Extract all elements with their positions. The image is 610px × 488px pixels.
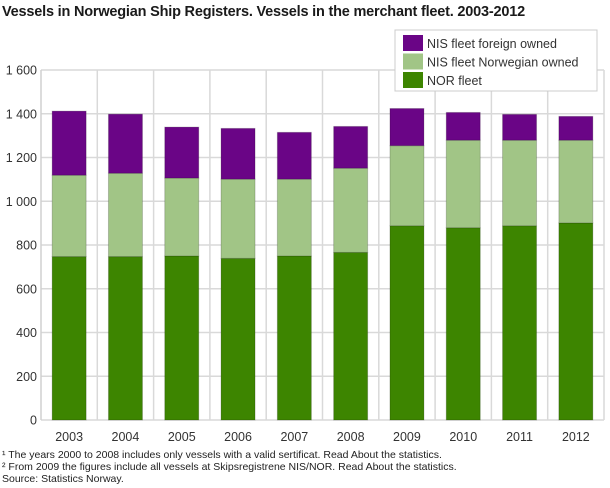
bar-segment (502, 113, 538, 141)
bar-segment (333, 125, 369, 169)
bar-segment (502, 139, 538, 227)
x-tick-label: 2011 (506, 430, 533, 444)
footnote-1: ¹ The years 2000 to 2008 includes only v… (2, 449, 442, 461)
bar-segment (107, 256, 143, 421)
y-tick-label: 800 (16, 239, 37, 253)
legend-label: NIS fleet Norwegian owned (427, 56, 579, 70)
x-tick-label: 2004 (112, 430, 140, 444)
bar-segment (164, 255, 200, 421)
bar-segment (389, 225, 425, 421)
x-tick-label: 2003 (55, 430, 83, 444)
bar-segment (164, 126, 200, 179)
stacked-bar-chart: 0 200 400 600 800 1 000 1 200 1 400 1 600 2003 200… (6, 29, 605, 444)
bar-segment (558, 222, 594, 421)
bar-segment (220, 178, 256, 259)
bar-segment (502, 225, 538, 421)
bar-segment (51, 256, 87, 421)
bar-segment (220, 257, 256, 421)
y-tick-label: 200 (16, 370, 37, 384)
bar-segment (445, 227, 481, 421)
bar-segment (333, 251, 369, 421)
bar-segment (558, 139, 594, 224)
y-tick-label: 1 200 (6, 151, 37, 165)
x-tick-label: 2007 (280, 430, 308, 444)
chart-title: Vessels in Norwegian Ship Registers. Ves… (2, 4, 525, 20)
y-tick-label: 400 (16, 326, 37, 340)
legend-swatch (403, 53, 423, 70)
y-tick-label: 0 (30, 414, 37, 428)
legend-box (394, 29, 598, 92)
y-tick-label: 1 000 (6, 195, 37, 209)
footnote-2: ² From 2009 the figures include all vess… (2, 461, 457, 473)
x-tick-label: 2012 (562, 430, 590, 444)
x-tick-label: 2009 (393, 430, 421, 444)
legend-label: NOR fleet (427, 74, 482, 88)
bar-segment (51, 174, 87, 258)
bar-segment (220, 127, 256, 180)
x-tick-label: 2006 (224, 430, 252, 444)
x-tick-label: 2005 (168, 430, 196, 444)
legend-swatch (403, 72, 423, 88)
bar-segment (445, 139, 481, 229)
bar-segment (276, 178, 312, 257)
y-tick-label: 1 600 (6, 64, 37, 78)
y-tick-label: 600 (16, 282, 37, 296)
footnotes: ¹ The years 2000 to 2008 includes only v… (2, 449, 606, 485)
bar-segment (389, 145, 425, 227)
x-tick-label: 2008 (337, 430, 365, 444)
bar-segment (107, 113, 143, 174)
bar-segment (276, 131, 312, 180)
source-note: Source: Statistics Norway. (2, 473, 124, 485)
bar-segment (558, 115, 594, 141)
bar-segment (51, 110, 87, 176)
bar-segment (164, 177, 200, 257)
y-tick-label: 1 400 (6, 107, 37, 121)
legend-label: NIS fleet foreign owned (427, 37, 557, 51)
bar-segment (107, 172, 143, 258)
bar-segment (333, 167, 369, 253)
x-tick-label: 2010 (449, 430, 477, 444)
bar-segment (445, 111, 481, 141)
bar-segment (389, 108, 425, 147)
bar-segment (276, 255, 312, 421)
legend-swatch (403, 35, 423, 51)
